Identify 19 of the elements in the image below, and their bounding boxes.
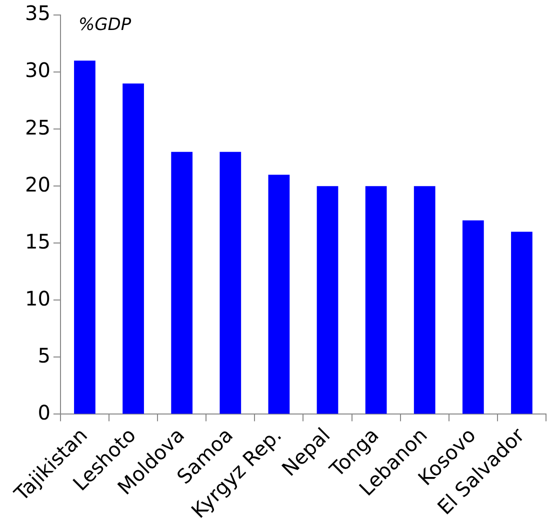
y-tick-label: 35 (24, 1, 50, 26)
y-tick-label: 10 (24, 286, 50, 310)
bar (122, 83, 144, 414)
bar (365, 186, 387, 414)
y-tick-label: 25 (24, 115, 50, 140)
bar (462, 220, 484, 414)
bar (74, 60, 96, 414)
y-tick-label: 20 (24, 172, 50, 196)
bar (268, 174, 290, 414)
y-tick-label: 30 (24, 58, 50, 82)
bar (316, 186, 338, 414)
bar (171, 152, 193, 414)
bar (220, 152, 242, 414)
y-tick-label: 0 (38, 400, 50, 424)
bar (414, 186, 436, 414)
bar (511, 232, 532, 414)
y-tick-label: 15 (24, 229, 50, 254)
y-tick-label: 5 (38, 343, 50, 368)
y-axis-title: %GDP (78, 14, 132, 35)
